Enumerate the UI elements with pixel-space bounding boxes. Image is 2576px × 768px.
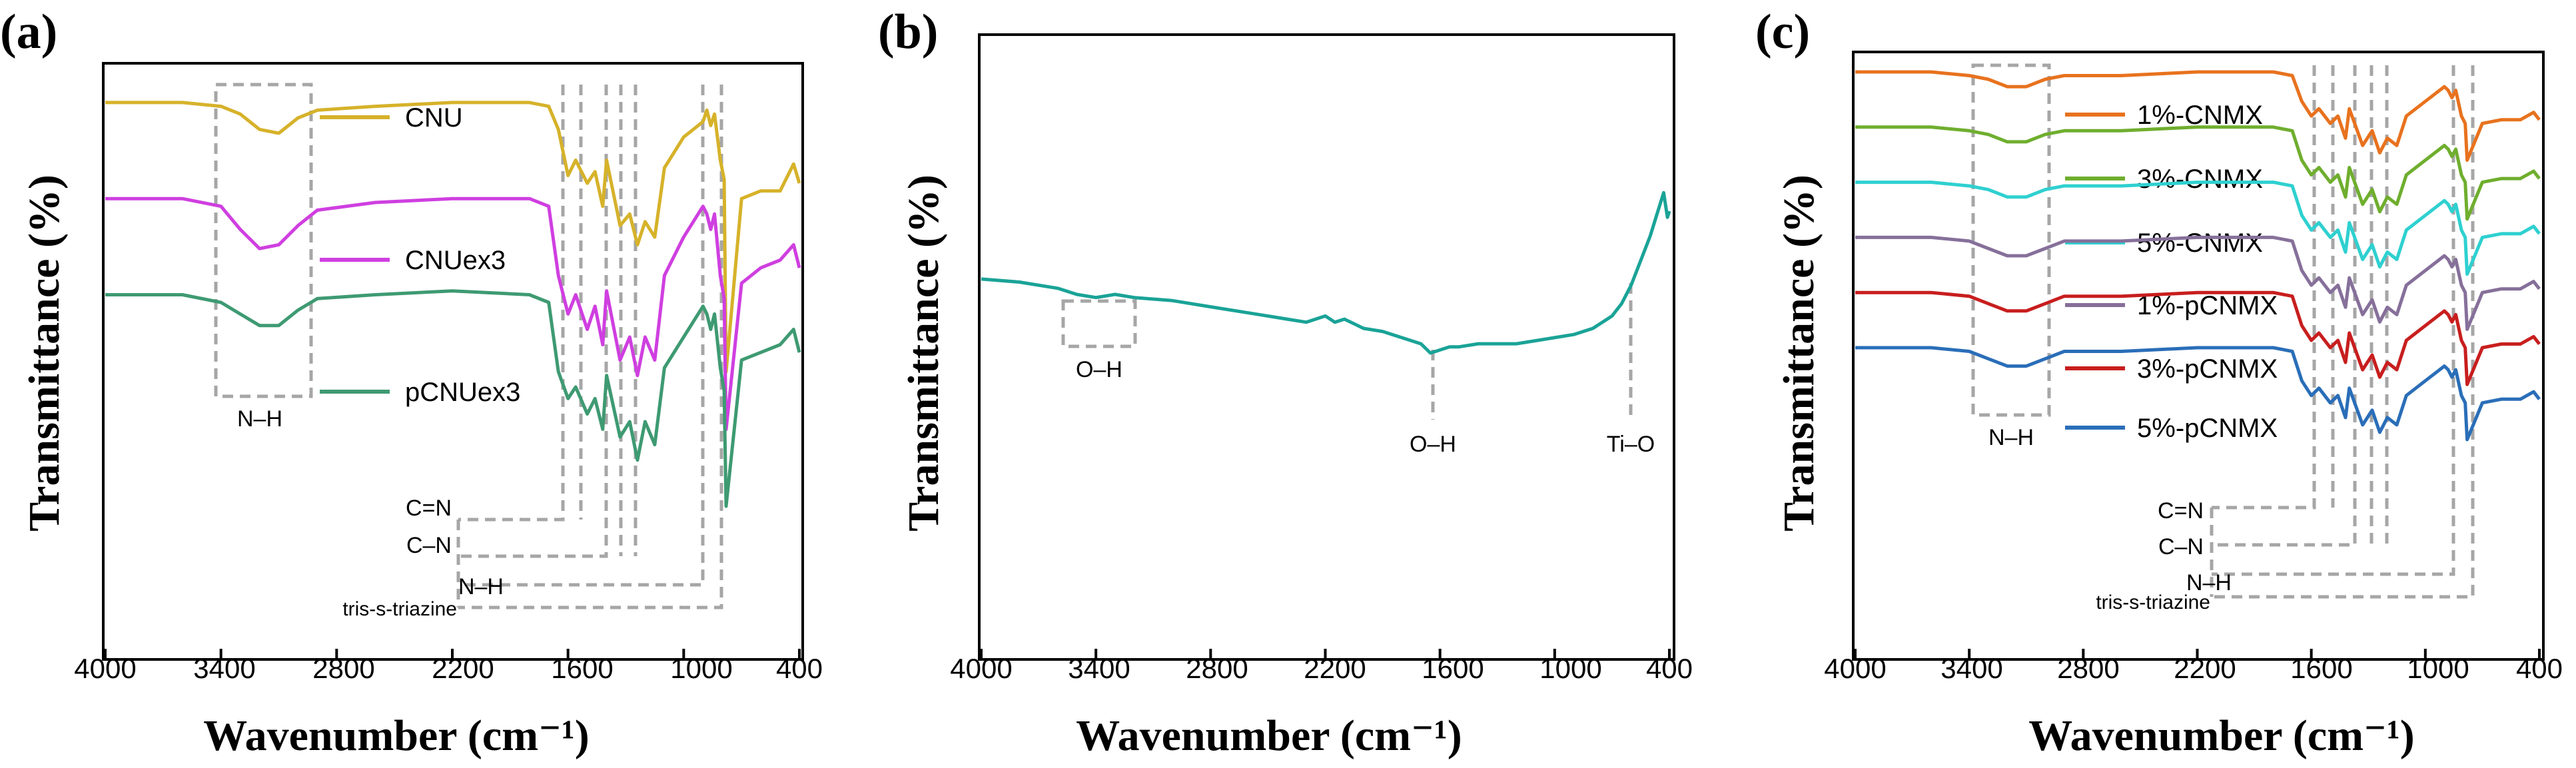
anno-tris-s-triazine-c: tris-s-triazine xyxy=(2096,591,2210,613)
legend-label-3-pcnmx: 3%-pCNMX xyxy=(2137,354,2278,384)
panel-a-legend: CNU CNUex3 pCNUex3 xyxy=(320,103,520,407)
series-line-pcnuex3 xyxy=(105,289,801,508)
panel-a: (a) Transmittance (%) Wavenumber (cm⁻¹) … xyxy=(0,5,823,760)
anno-c-n-single: C–N xyxy=(406,533,452,558)
band-guide-lines xyxy=(456,85,723,609)
anno-c-n-double-c: C=N xyxy=(2158,498,2204,524)
panel-b-xtick-label: 3400 xyxy=(1068,653,1130,684)
panel-b-frame xyxy=(978,33,1675,661)
panel-a-series xyxy=(105,101,801,508)
panel-b-xtick-label: 1000 xyxy=(1539,653,1601,684)
panel-b-tick-marks xyxy=(980,649,1671,659)
legend-label-1-cnmx: 1%-CNMX xyxy=(2137,101,2263,130)
series-line-1-pcnmx xyxy=(1855,235,2541,331)
panel-b-xlabel: Wavenumber (cm⁻¹) xyxy=(1076,711,1462,760)
panel-a-xtick-label: 2200 xyxy=(432,653,494,684)
oh-stretch-box xyxy=(1061,299,1137,348)
panel-a-label: (a) xyxy=(0,5,57,59)
panel-c: (c) Transmittance (%) Wavenumber (cm⁻¹) … xyxy=(1755,5,2563,760)
panel-a-xtick-label: 1000 xyxy=(670,653,732,684)
nh-stretch-box-c xyxy=(1971,63,2051,417)
series-line-cnuex3 xyxy=(105,196,801,431)
anno-c-n-double: C=N xyxy=(406,496,452,521)
panel-c-xticks: 4000 3400 2800 2200 1600 1000 400 xyxy=(1824,653,2563,684)
anno-ti-o: Ti–O xyxy=(1607,432,1655,457)
legend-label-cnu: CNU xyxy=(405,103,463,133)
panel-b-xticks: 4000 3400 2800 2200 1600 1000 400 xyxy=(950,653,1693,684)
panel-c-series xyxy=(1855,70,2541,442)
panel-b: (b) Transmittance (%) Wavenumber (cm⁻¹) … xyxy=(878,5,1693,760)
panel-a-annotations: N–H C=N C–N N–H tris-s-triazine xyxy=(214,83,723,620)
legend-label-5-pcnmx: 5%-pCNMX xyxy=(2137,414,2278,443)
panel-a-xticks: 4000 3400 2800 2200 1600 1000 400 xyxy=(74,653,823,684)
panel-a-xtick-label: 2800 xyxy=(312,653,374,684)
series-line-3-cnmx xyxy=(1855,125,2541,221)
anno-o-h-stretch: O–H xyxy=(1076,357,1122,382)
nh-box-label: N–H xyxy=(237,406,282,432)
anno-n-h: N–H xyxy=(458,574,504,599)
panel-a-frame xyxy=(102,62,804,661)
panel-a-ylabel: Transmittance (%) xyxy=(20,175,69,532)
panel-a-xtick-label: 1600 xyxy=(551,653,613,684)
series-line-5-cnmx xyxy=(1855,181,2541,276)
anno-n-h-c: N–H xyxy=(2186,570,2232,595)
panel-c-tick-marks xyxy=(1854,649,2541,659)
panel-c-annotations: N–H C=N C–N N–H tris-s-triazine xyxy=(1971,63,2475,613)
panel-c-legend: 1%-CNMX 3%-CNMX 5%-CNMX 1%-pCNMX 3%-pCNM… xyxy=(2065,101,2278,443)
panel-a-tick-marks xyxy=(104,649,801,659)
panel-b-xtick-label: 1600 xyxy=(1422,653,1484,684)
panel-c-xtick-label: 2800 xyxy=(2057,653,2119,684)
legend-label-5-cnmx: 5%-CNMX xyxy=(2137,228,2263,258)
series-line-cnu xyxy=(105,101,801,374)
anno-c-n-single-c: C–N xyxy=(2158,534,2204,560)
anno-tris-s-triazine: tris-s-triazine xyxy=(342,598,457,620)
series-line-5-pcnmx xyxy=(1855,346,2541,442)
panel-b-ylabel: Transmittance (%) xyxy=(899,175,948,532)
panel-c-xtick-label: 3400 xyxy=(1940,653,2002,684)
series-line-3-pcnmx xyxy=(1855,290,2541,386)
panel-b-label: (b) xyxy=(878,5,938,59)
panel-c-xtick-label: 1600 xyxy=(2290,653,2352,684)
band-guide-lines-c xyxy=(2210,65,2475,599)
panel-c-ylabel: Transmittance (%) xyxy=(1775,175,1823,532)
legend-label-cnuex3: CNUex3 xyxy=(405,246,506,275)
legend-label-pcnuex3: pCNUex3 xyxy=(405,378,520,407)
legend-label-3-cnmx: 3%-CNMX xyxy=(2137,165,2263,194)
panel-a-xlabel: Wavenumber (cm⁻¹) xyxy=(203,711,590,760)
panel-b-annotations: O–H O–H Ti–O xyxy=(1061,283,1655,457)
nh-box-label-c: N–H xyxy=(1988,425,2034,450)
panel-c-xtick-label: 1000 xyxy=(2407,653,2469,684)
panel-c-label: (c) xyxy=(1755,5,1810,59)
panel-c-xlabel: Wavenumber (cm⁻¹) xyxy=(2028,711,2415,760)
panel-b-xtick-label: 2800 xyxy=(1186,653,1248,684)
anno-o-h-bend: O–H xyxy=(1410,432,1456,457)
nh-stretch-box xyxy=(214,83,313,398)
panel-a-xtick-label: 3400 xyxy=(193,653,255,684)
panel-b-xtick-label: 2200 xyxy=(1304,653,1366,684)
panel-c-xtick-label: 2200 xyxy=(2174,653,2236,684)
panel-b-series xyxy=(981,191,1671,355)
series-line-1-cnmx xyxy=(1855,70,2541,162)
series-line-ti-o-sample xyxy=(981,191,1671,355)
